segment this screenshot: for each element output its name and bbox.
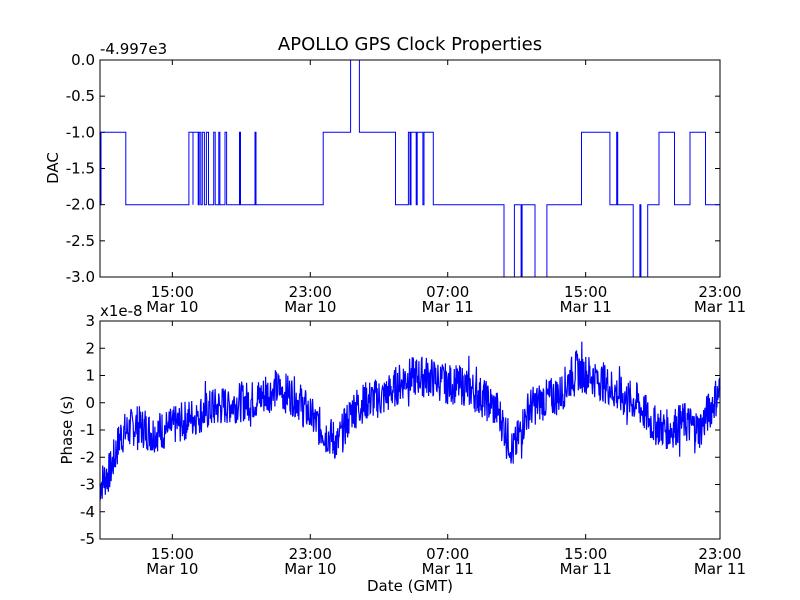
phase-y-tick-label: -1: [80, 421, 95, 439]
phase-plot-frame: [99, 320, 721, 540]
phase-x-tick-date: Mar 11: [422, 560, 474, 578]
dac-y-tick-label: -2.0: [66, 196, 95, 214]
phase-y-axis-label: Phase (s): [58, 395, 76, 464]
phase-y-tick-label: 2: [85, 339, 95, 357]
phase-x-tick-time: 07:00: [426, 545, 469, 563]
chart-title: APOLLO GPS Clock Properties: [278, 34, 542, 55]
dac-plot-frame: [99, 59, 721, 278]
dac-x-tick-time: 23:00: [698, 283, 741, 301]
phase-y-tick-label: -4: [80, 503, 95, 521]
dac-y-tick-label: -3.0: [66, 268, 95, 286]
phase-x-tick-time: 23:00: [698, 545, 741, 563]
dac-offset-label: -4.997e3: [100, 40, 167, 58]
dac-y-tick-label: -0.5: [66, 87, 95, 105]
phase-y-tick-label: -5: [80, 530, 95, 548]
dac-x-tick-time: 15:00: [151, 283, 194, 301]
dac-y-tick-label: 0.0: [71, 51, 95, 69]
dac-x-tick-date: Mar 11: [560, 298, 612, 316]
phase-offset-label: x1e-8: [100, 302, 143, 320]
phase-x-tick-time: 15:00: [564, 545, 607, 563]
phase-x-tick-time: 15:00: [151, 545, 194, 563]
phase-y-tick-label: 3: [85, 312, 95, 330]
dac-y-axis-label: DAC: [44, 152, 62, 184]
x-axis-label: Date (GMT): [367, 577, 453, 595]
phase-x-tick-date: Mar 10: [146, 560, 198, 578]
phase-y-tick-label: 0: [85, 394, 95, 412]
dac-x-tick-date: Mar 11: [694, 298, 746, 316]
dac-panel: -4.997e3 DAC 0.0 -0.5 -1.0 -1.5 -2.0 -2.5 -3.0…: [44, 40, 746, 316]
dac-x-tick-date: Mar 11: [422, 298, 474, 316]
dac-series-line: [100, 59, 720, 278]
phase-y-tick-label: 1: [85, 367, 95, 385]
phase-y-tick-label: -3: [80, 476, 95, 494]
phase-y-tick-label: -2: [80, 448, 95, 466]
dac-x-tick-date: Mar 10: [284, 298, 336, 316]
phase-x-tick-date: Mar 10: [284, 560, 336, 578]
phase-x-tick-date: Mar 11: [694, 560, 746, 578]
dac-x-tick-time: 07:00: [426, 283, 469, 301]
dac-x-tick-date: Mar 10: [146, 298, 198, 316]
dac-y-tick-label: -1.0: [66, 123, 95, 141]
dac-y-tick-label: -1.5: [66, 160, 95, 178]
dac-x-tick-time: 23:00: [289, 283, 332, 301]
phase-x-tick-time: 23:00: [289, 545, 332, 563]
phase-x-tick-date: Mar 11: [560, 560, 612, 578]
dac-x-tick-time: 15:00: [564, 283, 607, 301]
dac-y-tick-label: -2.5: [66, 232, 95, 250]
dac-y-ticks: 0.0 -0.5 -1.0 -1.5 -2.0 -2.5 -3.0: [66, 51, 720, 286]
phase-series-line: [99, 341, 721, 500]
phase-y-ticks: 3 2 1 0 -1 -2 -3 -4 -5: [80, 312, 720, 548]
